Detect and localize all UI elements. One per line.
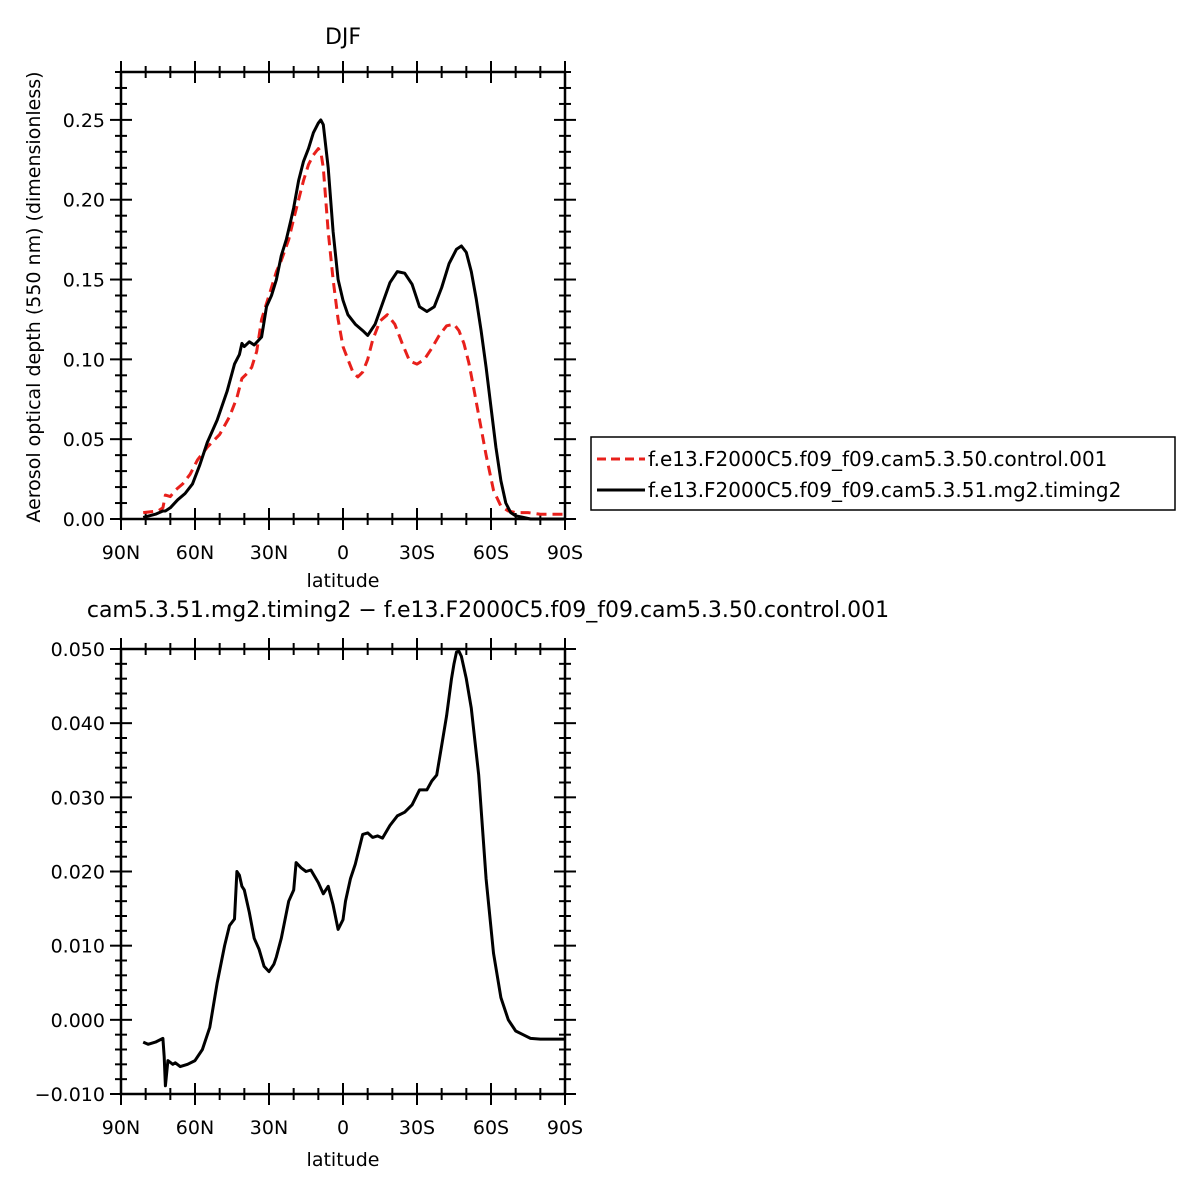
bottom-y-tick-label: 0.010: [51, 936, 105, 958]
top-y-tick-label: 0.15: [63, 270, 105, 292]
top-x-tick-label: 90S: [547, 542, 583, 564]
bottom-x-tick-label: 0: [337, 1117, 349, 1139]
bottom-y-tick-label: 0.020: [51, 862, 105, 884]
bottom-y-tick-label: 0.050: [51, 639, 105, 661]
bottom-x-tick-label: 90S: [547, 1117, 583, 1139]
legend: f.e13.F2000C5.f09_f09.cam5.3.50.control.…: [590, 436, 1176, 511]
bottom-plot-frame: [119, 647, 567, 1096]
bottom-series-line-0: [142, 649, 565, 1088]
bottom-y-tick-label: 0.040: [51, 713, 105, 735]
legend-box: [590, 436, 1176, 511]
top-y-axis-label: Aerosol optical depth (550 nm) (dimensio…: [23, 71, 45, 522]
top-y-tick-label: 0.00: [63, 509, 105, 531]
bottom-y-tick-label: 0.000: [51, 1010, 105, 1032]
top-y-tick-label: 0.25: [63, 110, 105, 132]
bottom-plot-area: 90N 60N 30N 0 30S 60S 90S −0.010 0.000 0.010 0.020…: [35, 638, 583, 1139]
bottom-chart-panel: cam5.3.51.mg2.timing2 − f.e13.F2000C5.f0…: [35, 598, 889, 1171]
bottom-x-tick-label: 60S: [473, 1117, 509, 1139]
bottom-y-tick-label: −0.010: [35, 1084, 105, 1106]
top-x-tick-label: 30S: [399, 542, 435, 564]
top-x-axis-label: latitude: [307, 570, 380, 592]
top-chart-title: DJF: [325, 25, 361, 50]
top-y-tick-label: 0.10: [63, 349, 105, 371]
top-x-tick-label: 90N: [102, 542, 140, 564]
top-series-line-1: [142, 118, 565, 521]
bottom-x-axis-label: latitude: [307, 1149, 380, 1171]
bottom-x-tick-label: 90N: [102, 1117, 140, 1139]
top-y-tick-label: 0.05: [63, 429, 105, 451]
top-plot-frame: [119, 70, 567, 521]
top-plot-area: 90N 60N 30N 0 30S 60S 90S 0.00 0.05 0.10 0.15 0.20 0…: [63, 61, 583, 564]
legend-label-control: f.e13.F2000C5.f09_f09.cam5.3.50.control.…: [648, 447, 1107, 471]
top-x-tick-label: 30N: [250, 542, 288, 564]
top-chart-panel: DJF 90N 60N 30N 0 30S 60S 90S 0.00 0.05 0.10 0.15 0…: [23, 25, 1176, 592]
top-series-line-0: [143, 147, 565, 516]
top-x-tick-label: 0: [337, 542, 349, 564]
legend-label-timing2: f.e13.F2000C5.f09_f09.cam5.3.51.mg2.timi…: [648, 478, 1121, 502]
bottom-y-tick-label: 0.030: [51, 787, 105, 809]
bottom-x-tick-label: 30N: [250, 1117, 288, 1139]
bottom-x-tick-label: 30S: [399, 1117, 435, 1139]
top-x-tick-label: 60S: [473, 542, 509, 564]
top-x-tick-label: 60N: [176, 542, 214, 564]
top-y-tick-label: 0.20: [63, 190, 105, 212]
bottom-x-tick-label: 60N: [176, 1117, 214, 1139]
bottom-chart-title: cam5.3.51.mg2.timing2 − f.e13.F2000C5.f0…: [87, 598, 889, 623]
